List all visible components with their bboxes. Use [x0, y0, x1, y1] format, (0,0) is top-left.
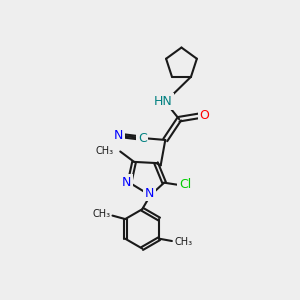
- Text: O: O: [200, 109, 209, 122]
- Text: HN: HN: [154, 95, 172, 108]
- Text: N: N: [144, 187, 154, 200]
- Text: CH₃: CH₃: [92, 209, 110, 219]
- Text: CH₃: CH₃: [174, 237, 192, 247]
- Text: C: C: [138, 132, 147, 145]
- Text: Cl: Cl: [179, 178, 191, 191]
- Text: N: N: [121, 176, 131, 189]
- Text: N: N: [113, 129, 123, 142]
- Text: CH₃: CH₃: [95, 146, 113, 157]
